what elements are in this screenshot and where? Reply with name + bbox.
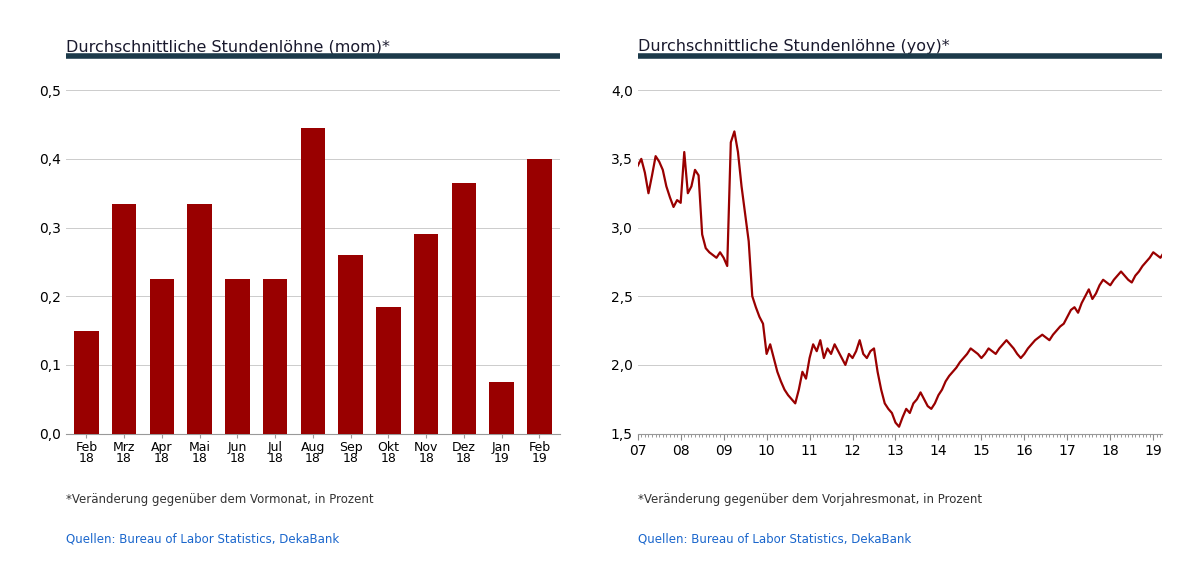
Bar (527, 159, 552, 434)
Text: *Veränderung gegenüber dem Vorjahresmonat, in Prozent: *Veränderung gegenüber dem Vorjahresmona… (638, 494, 982, 506)
Bar (300, 128, 325, 434)
Bar (452, 183, 477, 434)
Bar (187, 204, 212, 434)
Bar (149, 279, 174, 434)
Text: *Veränderung gegenüber dem Vormonat, in Prozent: *Veränderung gegenüber dem Vormonat, in … (66, 494, 373, 506)
Bar (74, 331, 99, 434)
Bar (490, 382, 514, 434)
Text: Durchschnittliche Stundenlöhne (yoy)*: Durchschnittliche Stundenlöhne (yoy)* (638, 40, 949, 54)
Text: Quellen: Bureau of Labor Statistics, DekaBank: Quellen: Bureau of Labor Statistics, Dek… (66, 533, 339, 545)
Bar (225, 279, 249, 434)
Bar (377, 307, 401, 434)
Text: Durchschnittliche Stundenlöhne (mom)*: Durchschnittliche Stundenlöhne (mom)* (66, 40, 390, 54)
Text: Quellen: Bureau of Labor Statistics, DekaBank: Quellen: Bureau of Labor Statistics, Dek… (638, 533, 911, 545)
Bar (112, 204, 136, 434)
Bar (339, 255, 362, 434)
Bar (263, 279, 287, 434)
Bar (414, 235, 439, 434)
